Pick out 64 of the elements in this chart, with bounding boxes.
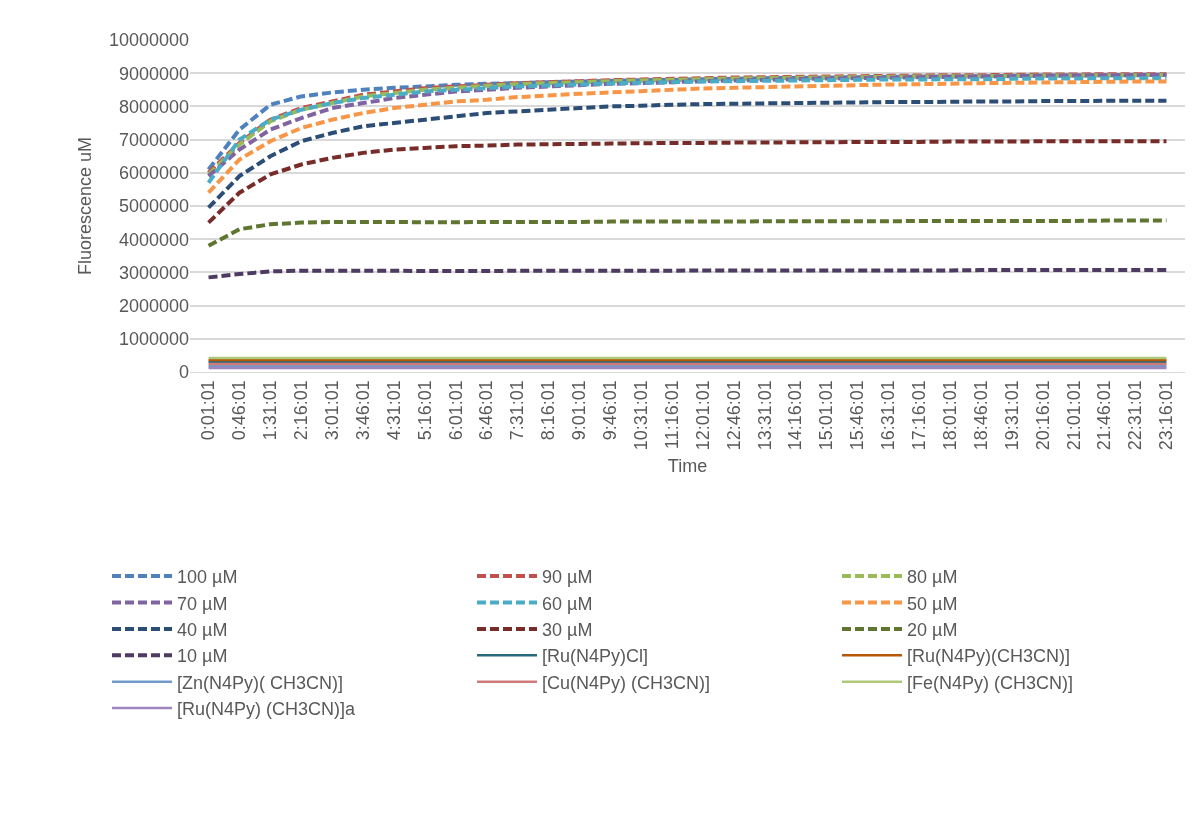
legend-label: [Cu(N4Py) (CH3CN)] bbox=[542, 672, 711, 693]
x-tick-label: 23:16:01 bbox=[1156, 380, 1177, 451]
x-tick-label: 0:46:01 bbox=[229, 380, 250, 441]
x-tick-label: 3:46:01 bbox=[352, 380, 373, 441]
legend-label: 60 µM bbox=[542, 593, 593, 614]
x-tick-label: 20:16:01 bbox=[1032, 380, 1053, 451]
y-tick-label: 8000000 bbox=[118, 96, 189, 117]
line-series bbox=[206, 98, 1169, 210]
y-tick-label: 3000000 bbox=[118, 262, 189, 283]
x-tick-label: 11:16:01 bbox=[661, 380, 682, 449]
legend-label: [Fe(N4Py) (CH3CN)] bbox=[907, 672, 1074, 693]
x-tick-label: 6:46:01 bbox=[476, 380, 497, 441]
y-tick-label: 10000000 bbox=[108, 30, 189, 51]
y-tick-label: 0 bbox=[178, 362, 189, 383]
x-tick-label: 16:31:01 bbox=[878, 380, 899, 451]
x-tick-label: 19:31:01 bbox=[1001, 380, 1022, 451]
legend-label: 90 µM bbox=[542, 567, 593, 588]
legend-label: 30 µM bbox=[542, 619, 593, 640]
x-tick-label: 17:16:01 bbox=[909, 380, 930, 451]
x-tick-label: 10:31:01 bbox=[631, 380, 651, 451]
legend-label: 10 µM bbox=[177, 646, 228, 667]
x-tick-label: 3:01:01 bbox=[321, 380, 342, 441]
y-tick-label: 7000000 bbox=[118, 129, 189, 150]
x-tick-label: 22:31:01 bbox=[1125, 380, 1146, 451]
x-tick-label: 7:31:01 bbox=[507, 380, 528, 441]
legend-label: [Ru(N4Py)Cl] bbox=[542, 646, 649, 667]
x-tick-label: 12:01:01 bbox=[692, 380, 713, 451]
x-tick-label: 5:16:01 bbox=[414, 380, 435, 441]
x-tick-label: 8:16:01 bbox=[538, 380, 559, 441]
x-tick-label: 0:01:01 bbox=[198, 380, 219, 441]
x-tick-label: 21:01:01 bbox=[1063, 380, 1084, 451]
line-series bbox=[206, 268, 1169, 280]
x-tick-label: 4:31:01 bbox=[383, 380, 404, 441]
x-tick-label: 14:16:01 bbox=[785, 380, 806, 451]
legend-label: 40 µM bbox=[177, 619, 228, 640]
x-tick-label: 2:16:01 bbox=[291, 380, 312, 441]
line-series bbox=[206, 139, 1169, 225]
legend-label: 70 µM bbox=[177, 593, 228, 614]
x-tick-label: 9:46:01 bbox=[600, 380, 621, 441]
x-tick-label: 1:31:01 bbox=[260, 380, 281, 441]
y-tick-label: 9000000 bbox=[118, 63, 189, 84]
y-tick-label: 6000000 bbox=[118, 163, 189, 184]
legend-label: 20 µM bbox=[907, 619, 958, 640]
y-tick-label: 2000000 bbox=[118, 295, 189, 316]
legend-label: [Ru(N4Py)(CH3CN)] bbox=[907, 646, 1071, 667]
x-tick-label: 13:31:01 bbox=[754, 380, 775, 451]
legend-label: 100 µM bbox=[177, 567, 238, 588]
y-tick-label: 4000000 bbox=[118, 229, 189, 250]
y-tick-label: 1000000 bbox=[118, 329, 189, 350]
legend-label: 50 µM bbox=[907, 593, 958, 614]
legend-label: [Zn(N4Py)( CH3CN)] bbox=[177, 672, 344, 693]
x-tick-label: 18:01:01 bbox=[940, 380, 961, 451]
x-tick-label: 18:46:01 bbox=[970, 380, 991, 451]
x-tick-label: 6:01:01 bbox=[445, 380, 466, 441]
x-tick-label: 9:01:01 bbox=[569, 380, 590, 441]
x-tick-label: 21:46:01 bbox=[1094, 380, 1115, 451]
legend-label: [Ru(N4Py) (CH3CN)]a bbox=[177, 699, 357, 720]
y-tick-label: 5000000 bbox=[118, 196, 189, 217]
x-tick-label: 12:46:01 bbox=[723, 380, 744, 451]
x-tick-label: 15:46:01 bbox=[847, 380, 868, 451]
y-axis-title: Fluorescence uM bbox=[75, 136, 96, 276]
x-axis-title: Time bbox=[667, 456, 708, 477]
legend-label: 80 µM bbox=[907, 567, 958, 588]
x-tick-label: 15:01:01 bbox=[816, 380, 837, 451]
